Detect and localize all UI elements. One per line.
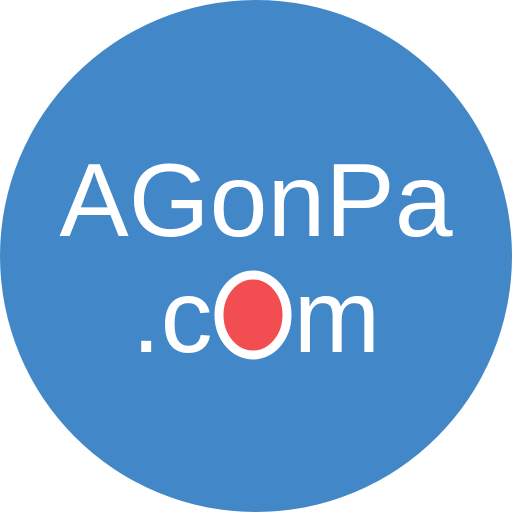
- logo-line-1: AGonPa: [59, 143, 452, 259]
- logo-line-2: .cOm: [132, 259, 380, 375]
- logo-line-2-suffix: m: [294, 259, 381, 375]
- o-outline-ring: [214, 270, 292, 360]
- logo-line-2-prefix: .c: [132, 259, 213, 375]
- red-o-fill: [222, 278, 284, 352]
